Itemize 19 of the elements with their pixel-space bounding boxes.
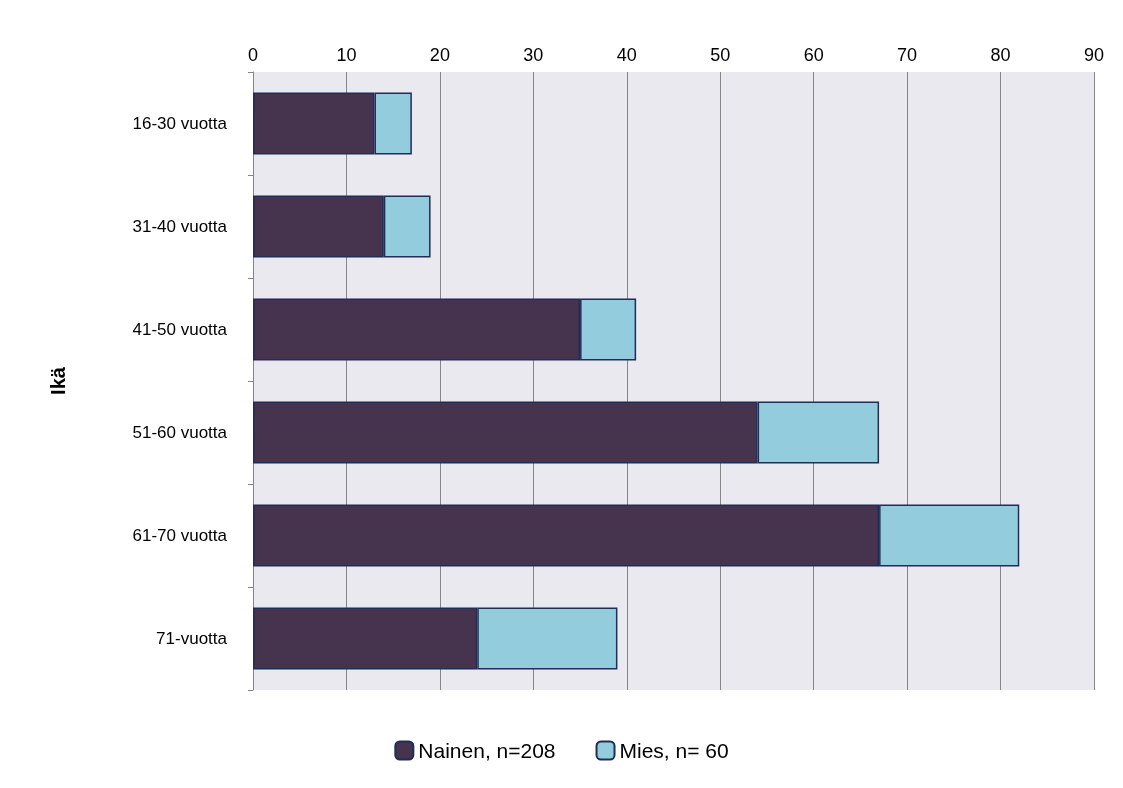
y-tick-label: 71-vuotta bbox=[156, 629, 228, 648]
x-tick-label: 70 bbox=[897, 45, 918, 65]
x-tick-label: 0 bbox=[247, 45, 259, 65]
x-tick-label: 20 bbox=[429, 45, 450, 65]
x-tick-label: 40 bbox=[616, 45, 637, 65]
x-tick-label: 80 bbox=[990, 45, 1011, 65]
y-tick-label: 41-50 vuotta bbox=[132, 320, 228, 339]
y-axis-title: Ikä bbox=[47, 366, 69, 395]
y-tick-label: 31-40 vuotta bbox=[132, 217, 228, 236]
x-tick-label: 90 bbox=[1083, 45, 1105, 65]
y-tick-label: 61-70 vuotta bbox=[132, 526, 228, 545]
legend-label: Mies, n= 60 bbox=[619, 739, 729, 762]
legend-label: Nainen, n=208 bbox=[418, 739, 556, 762]
y-tick-label: 51-60 vuotta bbox=[132, 423, 228, 442]
y-tick-label: 16-30 vuotta bbox=[132, 114, 228, 133]
x-tick-label: 50 bbox=[710, 45, 731, 65]
x-tick-label: 60 bbox=[803, 45, 824, 65]
x-tick-label: 30 bbox=[523, 45, 544, 65]
x-tick-label: 10 bbox=[336, 45, 357, 65]
